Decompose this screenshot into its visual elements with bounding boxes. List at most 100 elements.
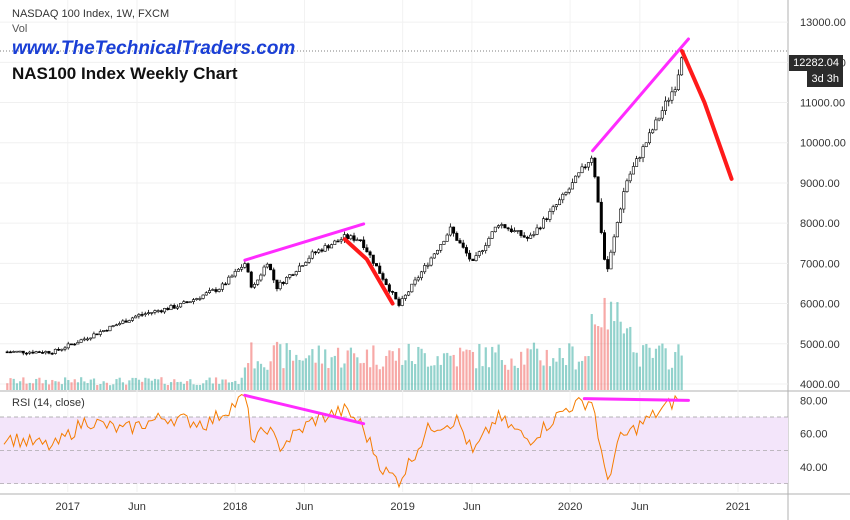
candle-body <box>272 269 276 281</box>
volume-bar <box>385 355 388 390</box>
price-tick-label: 9000.00 <box>800 178 840 190</box>
candle-body <box>281 281 285 284</box>
candle-body <box>310 251 314 259</box>
volume-bar <box>397 348 401 390</box>
candle-body <box>105 330 109 332</box>
candle-body <box>37 351 41 353</box>
candle-body <box>163 308 167 313</box>
volume-bar <box>651 357 654 390</box>
candle-body <box>73 343 77 346</box>
volume-bar <box>449 355 452 390</box>
volume-bar <box>494 352 497 390</box>
volume-bar <box>298 359 301 390</box>
price-trendline <box>243 222 366 262</box>
candle-body <box>294 271 298 276</box>
candle-body <box>558 199 562 206</box>
volume-bar <box>141 381 144 390</box>
candle-body <box>252 284 256 288</box>
candle-body <box>320 249 324 252</box>
volume-bar <box>507 369 510 390</box>
volume-bar <box>571 346 574 390</box>
candle-body <box>458 240 462 244</box>
candle-body <box>506 227 510 230</box>
candle-body <box>426 264 430 267</box>
volume-bar <box>330 357 333 390</box>
candle-body <box>211 289 215 291</box>
volume-bar <box>105 382 108 390</box>
volume-bar <box>234 380 237 390</box>
volume-bar <box>256 361 259 390</box>
volume-bar <box>128 380 131 390</box>
rsi-tick-label: 80.00 <box>800 395 828 407</box>
volume-bar <box>407 343 410 390</box>
candle-body <box>513 230 517 232</box>
volume-bar <box>51 379 54 390</box>
volume-bar <box>439 364 442 390</box>
chart-title: NAS100 Index Weekly Chart <box>12 64 238 83</box>
volume-bar <box>446 352 449 390</box>
candle-body <box>442 241 446 245</box>
candle-body <box>461 242 465 248</box>
time-tick-label: 2021 <box>726 501 750 513</box>
candle-body <box>439 244 443 251</box>
price-trendline <box>591 37 690 153</box>
candle-body <box>474 255 478 261</box>
volume-bar <box>491 346 494 390</box>
candle-body <box>471 258 475 261</box>
volume-bar <box>548 366 552 390</box>
volume-bar <box>83 381 86 390</box>
volume-bar <box>157 379 160 390</box>
volume-bar <box>642 345 645 390</box>
volume-bar <box>263 367 266 390</box>
volume-bar <box>629 326 632 390</box>
candle-body <box>391 291 395 293</box>
volume-bar <box>581 360 584 390</box>
volume-bar <box>510 358 513 390</box>
candle-body <box>397 298 401 306</box>
candle-body <box>484 245 488 251</box>
volume-bar <box>314 362 317 390</box>
volume-bar <box>240 377 243 390</box>
candle-body <box>583 166 587 169</box>
price-tick-label: 6000.00 <box>800 299 840 311</box>
candle-body <box>31 351 35 354</box>
volume-bar <box>677 344 680 390</box>
volume-bar <box>333 355 336 390</box>
volume-bar <box>471 351 475 390</box>
candle-body <box>63 347 67 350</box>
volume-bar <box>545 349 548 390</box>
candle-body <box>346 234 350 240</box>
candle-body <box>118 323 122 326</box>
volume-bar <box>208 377 211 390</box>
volume-bar <box>667 369 670 390</box>
candle-body <box>384 279 388 286</box>
volume-bar <box>9 378 12 390</box>
candle-body <box>102 330 106 332</box>
candle-body <box>657 117 661 121</box>
candle-body <box>676 74 680 90</box>
volume-bar <box>259 363 263 390</box>
candle-body <box>185 301 189 303</box>
volume-bar <box>272 345 275 390</box>
volume-bar <box>166 385 169 390</box>
volume-bar <box>500 360 503 390</box>
candle-body <box>233 271 237 277</box>
volume-bar <box>19 381 22 390</box>
volume-bar <box>423 353 426 390</box>
candle-body <box>497 225 501 228</box>
volume-bar <box>38 377 41 390</box>
candle-body <box>609 251 613 270</box>
candle-body <box>429 257 433 266</box>
candle-body <box>647 132 651 144</box>
candle-body <box>413 279 417 285</box>
volume-bar <box>619 321 622 390</box>
candle-body <box>243 263 247 268</box>
volume-bar <box>359 363 362 390</box>
candle-body <box>487 238 491 246</box>
volume-bar <box>414 364 417 390</box>
volume-bar <box>442 353 446 390</box>
projection-curve <box>342 237 395 306</box>
volume-bar <box>455 366 458 390</box>
volume-bar <box>478 344 481 390</box>
candle-body <box>548 211 552 220</box>
